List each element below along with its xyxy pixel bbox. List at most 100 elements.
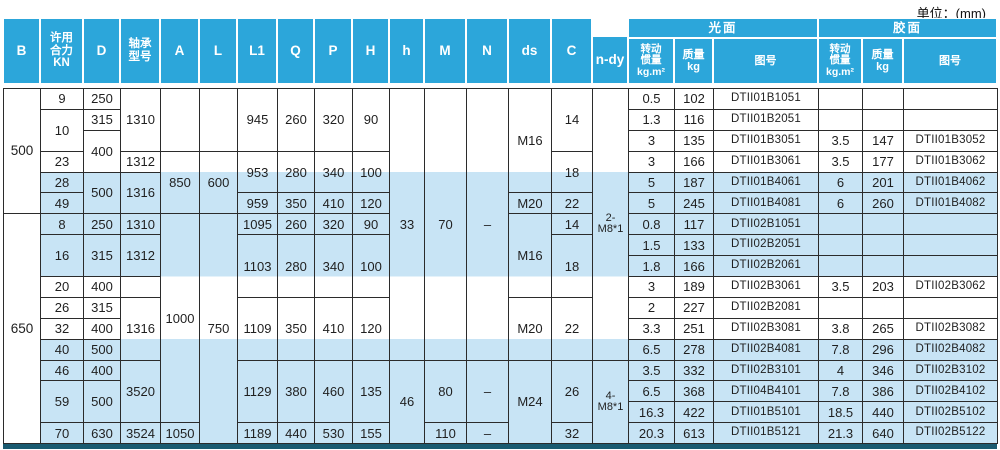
table-cell: 5 bbox=[628, 192, 675, 215]
table-cell: 250 bbox=[83, 213, 121, 236]
table-cell: 90 bbox=[352, 88, 390, 152]
table-cell: 18 bbox=[551, 234, 593, 298]
table-cell: 166 bbox=[674, 150, 714, 173]
table-cell: DTII02B2051 bbox=[713, 234, 819, 257]
table-cell: DTII02B3101 bbox=[713, 359, 819, 382]
table-cell: M20 bbox=[508, 192, 552, 215]
table-cell: 280 bbox=[277, 234, 315, 298]
table-header: B 许用 合力 KN D 轴承 型号 A L L1 Q P H h M N ds… bbox=[3, 18, 997, 84]
header-cell-inertia-smooth: 转动 惯量 kg.m² bbox=[628, 38, 674, 84]
table-cell: DTII02B3062 bbox=[903, 276, 998, 298]
table-cell: 400 bbox=[83, 129, 121, 173]
table-cell: 959 bbox=[237, 192, 278, 215]
table-cell bbox=[818, 255, 863, 278]
table-cell: 18.5 bbox=[818, 401, 863, 424]
table-cell: 0.8 bbox=[628, 213, 675, 236]
header-cell-ds: ds bbox=[508, 18, 551, 84]
table-cell: 315 bbox=[83, 296, 121, 319]
table-cell: 3520 bbox=[120, 359, 161, 424]
table-row: 1.8 166 DTII02B2061 bbox=[4, 255, 998, 278]
table-cell: 500 bbox=[83, 338, 121, 361]
table-cell: 20.3 bbox=[628, 422, 675, 445]
table-cell: 422 bbox=[674, 401, 714, 424]
table-cell: 59 bbox=[40, 380, 84, 424]
table-cell: 6.5 bbox=[628, 338, 675, 361]
table-cell: 116 bbox=[674, 108, 714, 131]
table-cell: 1316 bbox=[120, 171, 161, 215]
table-cell: 1312 bbox=[120, 150, 161, 173]
table-cell: 135 bbox=[352, 359, 390, 424]
table-cell: 340 bbox=[314, 234, 353, 298]
table-cell: 1316 bbox=[120, 296, 161, 361]
table-cell bbox=[903, 213, 998, 236]
table-cell: DTII02B3081 bbox=[713, 317, 819, 340]
table-cell: 250 bbox=[83, 88, 121, 110]
table-cell: 4-M8*1 bbox=[592, 359, 629, 445]
bottom-bar bbox=[3, 444, 997, 449]
table-cell: 70 bbox=[40, 422, 84, 445]
table-cell: DTII01B4082 bbox=[903, 192, 998, 215]
unit-label: 单位：(mm) bbox=[916, 6, 986, 21]
table-cell: DTII01B3052 bbox=[903, 129, 998, 152]
table-cell: 70 bbox=[424, 88, 467, 361]
table-cell: 6 bbox=[818, 192, 863, 215]
table-cell: 530 bbox=[314, 422, 353, 445]
table-cell: 3.5 bbox=[818, 276, 863, 298]
table-cell: DTII01B3051 bbox=[713, 129, 819, 152]
table-cell: 49 bbox=[40, 192, 84, 215]
table-cell: 16 bbox=[40, 234, 84, 278]
header-cell-mass-smooth: 质量 kg bbox=[674, 38, 713, 84]
table-cell: 135 bbox=[674, 129, 714, 152]
table-cell: 251 bbox=[674, 317, 714, 340]
table-cell: 26 bbox=[551, 359, 593, 424]
table-cell: 90 bbox=[352, 213, 390, 236]
table-cell: 6.5 bbox=[628, 380, 675, 403]
table-cell bbox=[903, 234, 998, 257]
table-cell: DTII01B3062 bbox=[903, 150, 998, 173]
table-cell: 155 bbox=[352, 422, 390, 445]
table-cell: 278 bbox=[674, 338, 714, 361]
table-cell: 14 bbox=[551, 88, 593, 152]
table-row: 46 400 3520 1129 380 460 135 46 80– M24 26 4-M8*1 3.… bbox=[4, 359, 998, 445]
table-cell: 100 bbox=[352, 150, 390, 194]
table-cell: 260 bbox=[277, 213, 315, 236]
table-cell: 7.8 bbox=[818, 338, 863, 361]
table-cell: 7.8 bbox=[818, 380, 863, 403]
table-cell: 32 bbox=[551, 422, 593, 445]
table-cell: 177 bbox=[862, 150, 904, 173]
table-cell: 1109 bbox=[237, 296, 278, 361]
header-cell-b: B bbox=[3, 18, 40, 84]
table-cell: 410 bbox=[314, 192, 353, 215]
table-cell: 8 bbox=[40, 213, 84, 236]
table-cell bbox=[903, 255, 998, 278]
table-row: 23 1312 850 600 953 280 340 100 18 3 166 DTII01B306… bbox=[4, 150, 998, 215]
header-cell-h-upper: H bbox=[352, 18, 389, 84]
table-cell: 187 bbox=[674, 171, 714, 194]
table-cell: 46 bbox=[40, 359, 84, 382]
header-cell-p: P bbox=[314, 18, 352, 84]
cell-b-650: 650 bbox=[3, 213, 41, 445]
table-cell bbox=[903, 296, 998, 319]
header-cell-c: C bbox=[551, 18, 592, 84]
table-cell: 102 bbox=[674, 88, 714, 110]
table-cell: 3 bbox=[628, 276, 675, 298]
table-cell: 260 bbox=[277, 88, 315, 152]
header-cell-dwgno-smooth: 图号 bbox=[713, 38, 818, 84]
table-cell: 133 bbox=[674, 234, 714, 257]
table-cell: 640 bbox=[862, 422, 904, 445]
table-cell: 120 bbox=[352, 192, 390, 215]
table-cell: 33 bbox=[389, 88, 425, 361]
table-row: 650 8 250 1310 1000 750 1095 260 320 90 M16 14 0.8 11… bbox=[3, 213, 998, 445]
table-cell: 189 bbox=[674, 276, 714, 298]
table-cell: M16 bbox=[508, 213, 552, 298]
table-cell: DTII02B2081 bbox=[713, 296, 819, 319]
table-row: 70 630 3524 1050 1189 440 530 155 110–32 20.3 613 D… bbox=[4, 422, 998, 445]
table-cell: 3.5 bbox=[818, 129, 863, 152]
table-cell: 9 bbox=[40, 88, 84, 110]
table-cell: M16 bbox=[508, 87, 552, 194]
table-cell: 40 bbox=[40, 338, 84, 361]
header-cell-bearing: 轴承 型号 bbox=[120, 18, 160, 84]
table-cell: 350 bbox=[277, 192, 315, 215]
header-cell-inertia-rubber: 转动 惯量 kg.m² bbox=[818, 38, 862, 84]
table-cell: 100 bbox=[352, 234, 390, 298]
